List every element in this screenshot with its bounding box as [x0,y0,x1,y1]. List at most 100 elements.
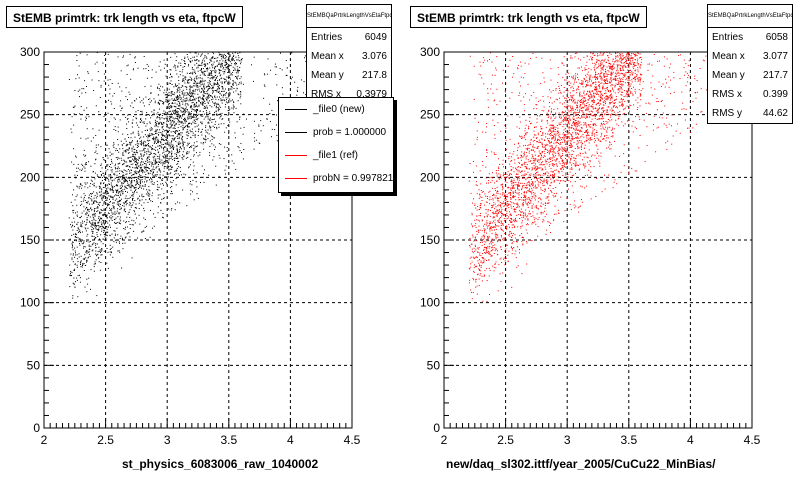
data-point [80,106,82,108]
data-point [128,147,130,149]
data-point [238,69,239,71]
data-point [181,111,183,113]
data-point [123,159,125,161]
data-point [145,125,147,127]
data-point [286,67,288,69]
data-point [557,132,559,134]
data-point [231,88,233,90]
data-point [266,118,268,120]
data-point [168,120,169,122]
data-point [76,264,78,266]
data-point [138,156,140,158]
data-point [203,86,205,88]
data-point [576,126,578,128]
data-point [129,160,131,162]
data-point [86,240,88,242]
data-point [217,109,219,111]
data-point [149,190,151,192]
data-point [201,61,203,63]
data-point [101,197,103,199]
data-point [258,124,260,126]
data-point [227,83,228,85]
data-point [549,135,551,137]
data-point [237,72,239,74]
data-point [617,70,619,72]
data-point [187,144,189,146]
data-point [174,102,176,104]
data-point [174,128,176,129]
data-point [74,286,76,288]
data-point [536,186,538,188]
data-point [70,270,72,272]
data-point [232,71,234,73]
data-point [216,75,218,77]
data-point [98,246,100,248]
data-point [209,126,211,128]
data-point [193,155,195,157]
data-point [132,158,133,160]
data-point [70,253,72,255]
data-point [194,80,196,82]
data-point [148,135,149,137]
data-point [107,177,109,179]
data-point [572,128,574,129]
data-point [187,82,189,84]
data-point [107,184,109,186]
data-point [536,118,538,120]
data-point [673,91,675,93]
data-point [544,140,546,141]
data-point [128,137,130,138]
data-point [217,57,219,59]
data-point [144,148,146,150]
data-point [210,77,212,79]
data-point [157,186,159,188]
data-point [120,176,122,178]
data-point [177,152,179,154]
data-point [487,214,489,216]
data-point [76,254,78,256]
data-point [631,53,633,55]
data-point [168,113,170,115]
data-point [140,118,142,120]
data-point [552,171,554,173]
data-point [271,128,273,130]
data-point [121,182,123,184]
data-point [626,91,628,93]
data-point [151,147,152,149]
data-point [163,130,165,132]
data-point [156,166,157,168]
data-point [560,85,562,86]
data-point [577,136,579,138]
data-point [178,105,180,107]
data-point [95,223,96,225]
data-point [196,55,198,57]
data-point [124,180,126,182]
data-point [122,248,124,250]
data-point [179,101,181,103]
data-point [224,94,226,96]
data-point [229,70,231,72]
data-point [212,56,214,58]
data-point [138,126,140,128]
data-point [200,114,202,116]
data-point [149,139,151,141]
data-point [221,94,223,96]
data-point [108,121,110,123]
data-point [130,137,132,139]
data-point [564,164,565,166]
data-point [148,154,150,155]
data-point [117,181,119,183]
data-point [488,235,490,237]
data-point [541,143,543,145]
data-point [181,93,183,95]
data-point [628,131,630,133]
data-point [109,184,111,185]
data-point [143,105,145,107]
data-point [154,119,156,121]
data-point [164,154,166,156]
data-point [95,147,97,149]
data-point [121,178,123,180]
data-point [77,74,78,76]
data-point [179,143,181,145]
data-point [123,177,125,179]
